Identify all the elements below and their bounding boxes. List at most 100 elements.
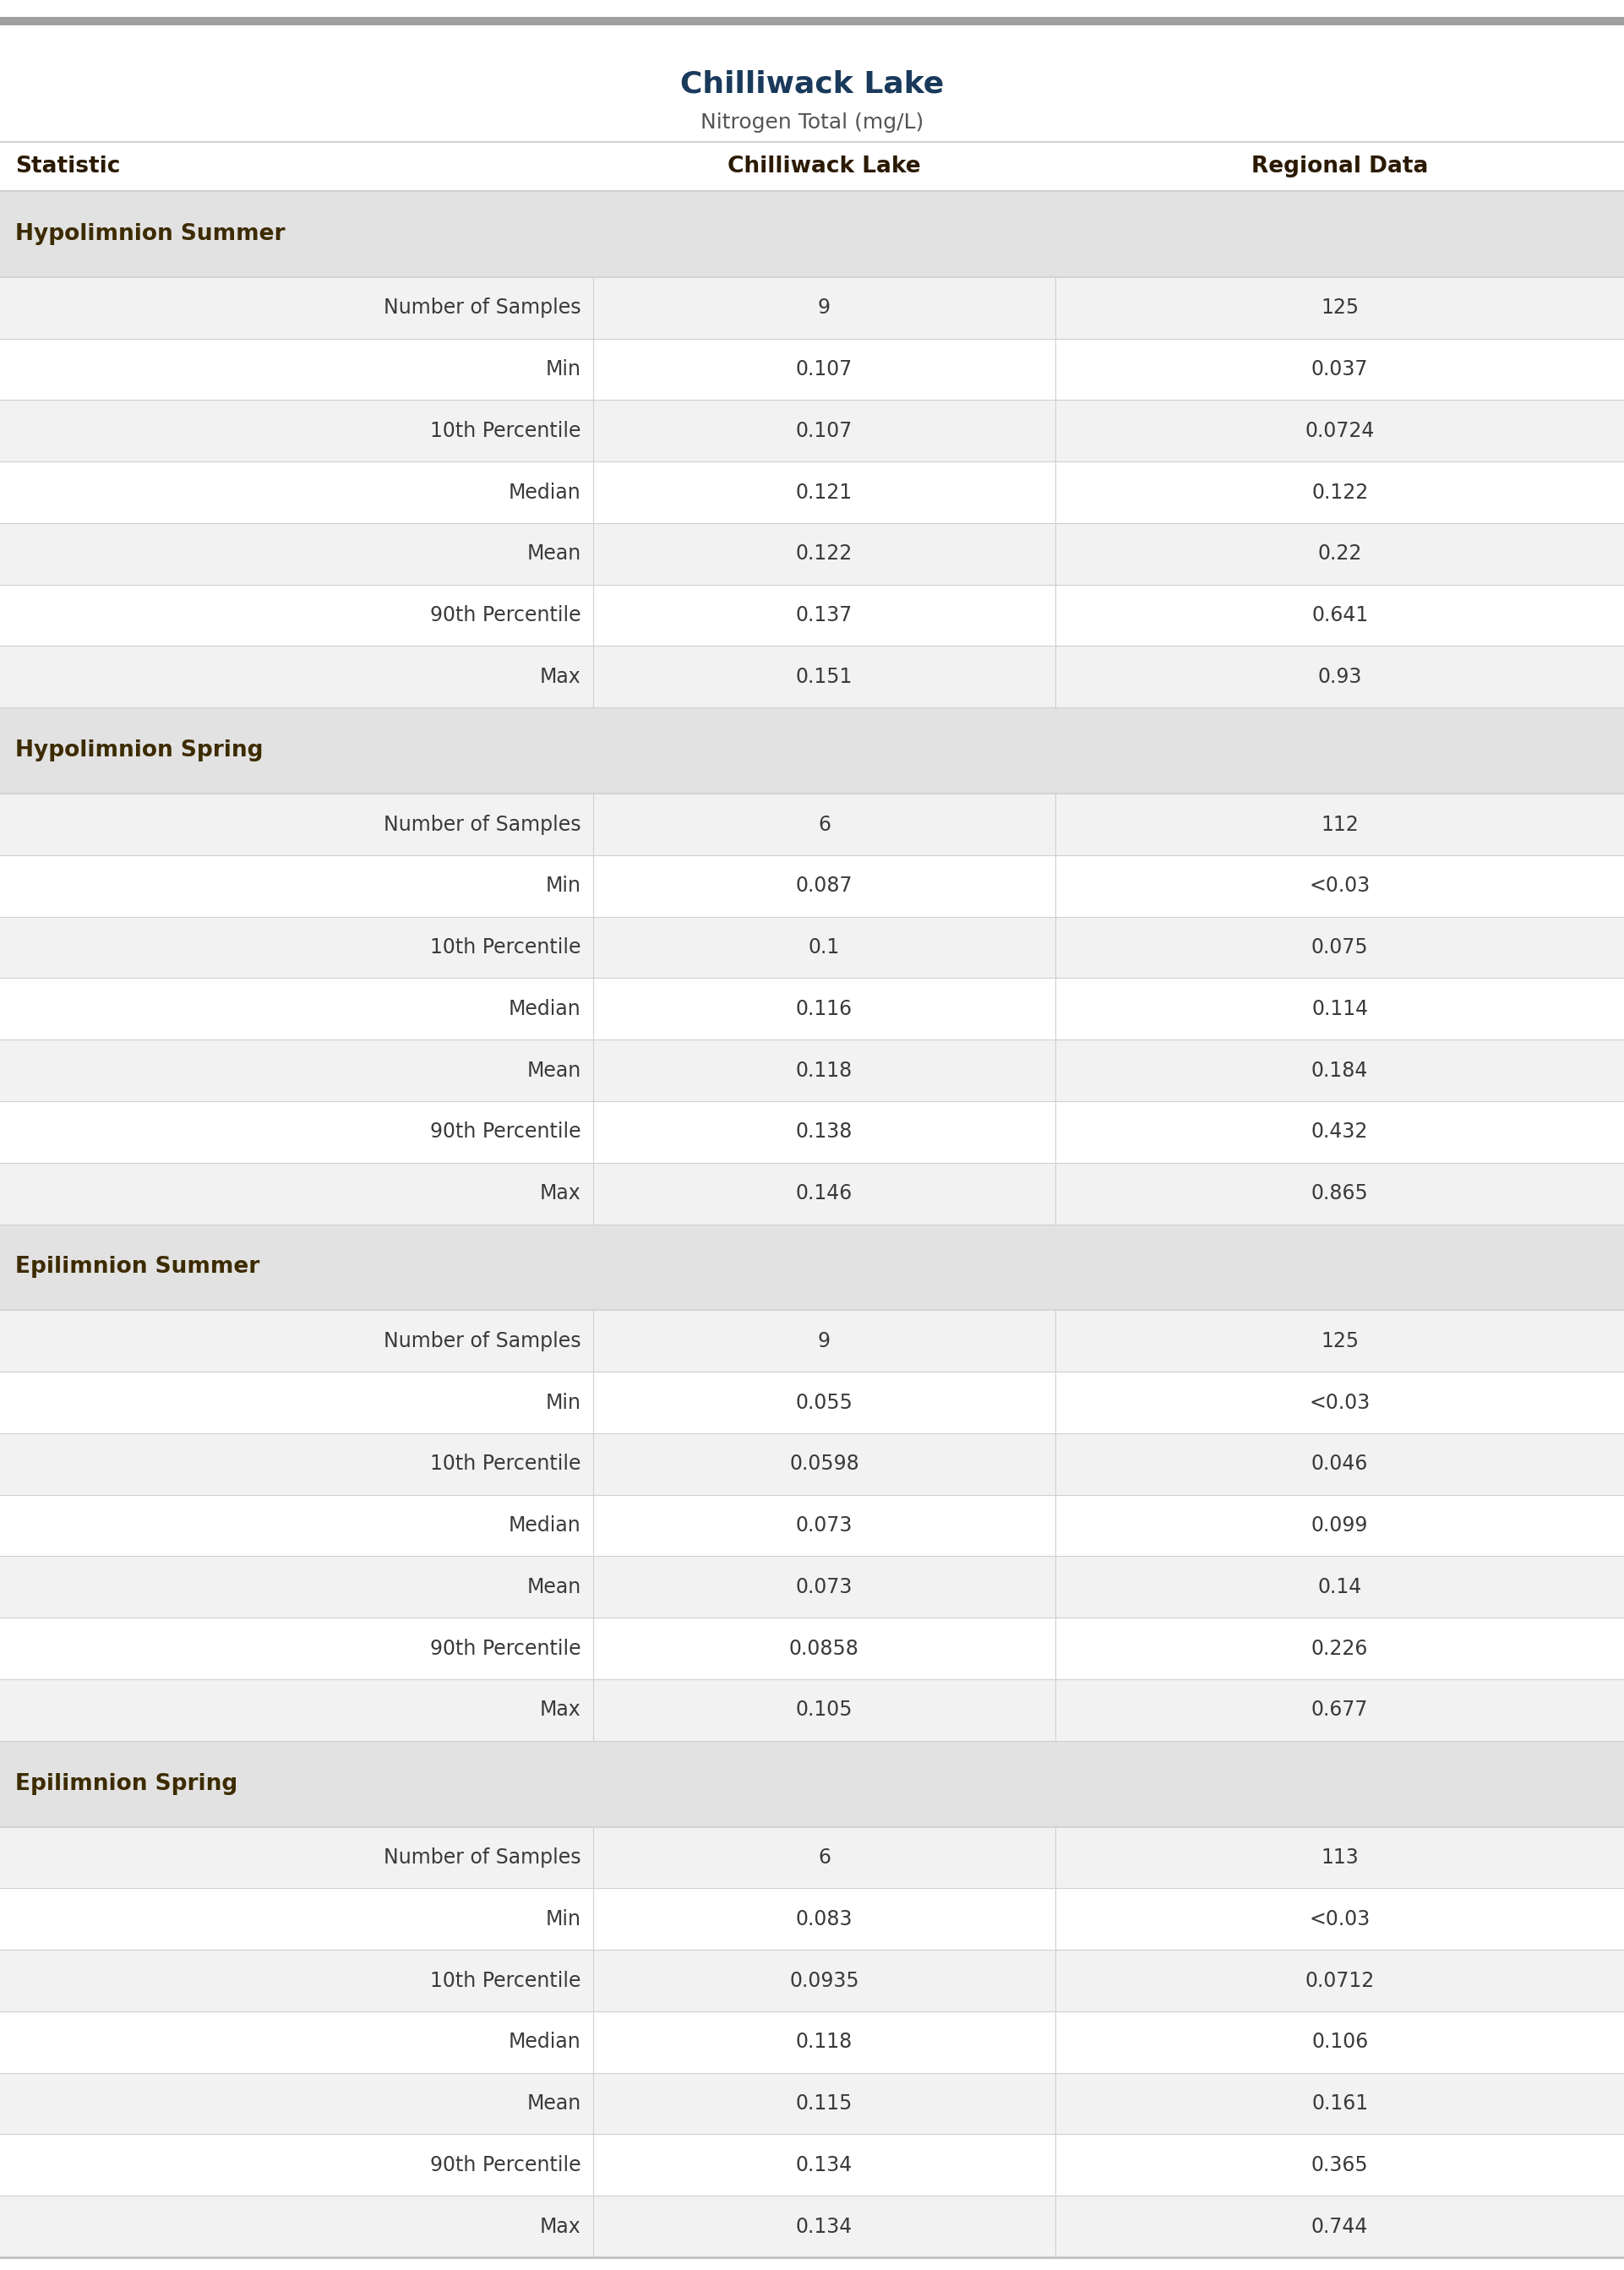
Bar xyxy=(0,16,1624,25)
Text: 112: 112 xyxy=(1320,815,1359,835)
Bar xyxy=(0,1827,1624,1889)
Bar xyxy=(0,2195,1624,2256)
Text: 0.118: 0.118 xyxy=(796,1060,853,1081)
Text: 0.075: 0.075 xyxy=(1311,938,1369,958)
Text: Number of Samples: Number of Samples xyxy=(383,297,581,318)
Bar xyxy=(0,794,1624,856)
Text: 0.1: 0.1 xyxy=(809,938,840,958)
Text: Chilliwack Lake: Chilliwack Lake xyxy=(728,157,921,177)
Text: 10th Percentile: 10th Percentile xyxy=(430,938,581,958)
Text: 0.0858: 0.0858 xyxy=(789,1639,859,1659)
Text: 0.134: 0.134 xyxy=(796,2154,853,2175)
Text: Mean: Mean xyxy=(526,1060,581,1081)
Text: Hypolimnion Summer: Hypolimnion Summer xyxy=(15,222,286,245)
Bar xyxy=(0,461,1624,522)
Text: 0.865: 0.865 xyxy=(1311,1183,1369,1203)
Text: Regional Data: Regional Data xyxy=(1252,157,1427,177)
Text: 6: 6 xyxy=(818,1848,830,1868)
Text: 0.744: 0.744 xyxy=(1311,2216,1369,2236)
Text: 10th Percentile: 10th Percentile xyxy=(430,1453,581,1473)
Text: 90th Percentile: 90th Percentile xyxy=(430,1639,581,1659)
Text: <0.03: <0.03 xyxy=(1309,876,1371,897)
Bar xyxy=(0,1557,1624,1619)
Text: 0.184: 0.184 xyxy=(1311,1060,1369,1081)
Bar xyxy=(0,1162,1624,1224)
Text: Number of Samples: Number of Samples xyxy=(383,815,581,835)
Text: 0.137: 0.137 xyxy=(796,606,853,627)
Text: 0.107: 0.107 xyxy=(796,420,853,440)
Text: Mean: Mean xyxy=(526,2093,581,2113)
Text: 0.22: 0.22 xyxy=(1317,545,1363,563)
Bar xyxy=(0,1889,1624,1950)
Bar xyxy=(0,277,1624,338)
Text: 10th Percentile: 10th Percentile xyxy=(430,1970,581,1991)
Text: Statistic: Statistic xyxy=(15,157,120,177)
Text: 0.641: 0.641 xyxy=(1312,606,1367,627)
Text: <0.03: <0.03 xyxy=(1309,1909,1371,1930)
Bar xyxy=(0,191,1624,277)
Text: 0.115: 0.115 xyxy=(796,2093,853,2113)
Bar xyxy=(0,1224,1624,1310)
Text: Max: Max xyxy=(539,1700,581,1721)
Text: 0.365: 0.365 xyxy=(1311,2154,1369,2175)
Bar xyxy=(0,1432,1624,1494)
Bar xyxy=(0,1101,1624,1162)
Bar xyxy=(0,978,1624,1040)
Text: Epilimnion Summer: Epilimnion Summer xyxy=(15,1255,260,1278)
Bar xyxy=(0,647,1624,708)
Text: 0.073: 0.073 xyxy=(796,1516,853,1535)
Text: 0.0724: 0.0724 xyxy=(1306,420,1374,440)
Text: 9: 9 xyxy=(818,1330,830,1351)
Text: 9: 9 xyxy=(818,297,830,318)
Text: 0.116: 0.116 xyxy=(796,999,853,1019)
Text: 0.14: 0.14 xyxy=(1317,1578,1363,1598)
Bar xyxy=(0,1950,1624,2011)
Text: 0.138: 0.138 xyxy=(796,1121,853,1142)
Bar xyxy=(0,856,1624,917)
Text: 0.121: 0.121 xyxy=(796,481,853,502)
Text: 0.226: 0.226 xyxy=(1311,1639,1369,1659)
Bar xyxy=(0,1310,1624,1371)
Text: 0.151: 0.151 xyxy=(796,667,853,688)
Text: 0.93: 0.93 xyxy=(1317,667,1363,688)
Text: Epilimnion Spring: Epilimnion Spring xyxy=(15,1773,237,1796)
Text: 0.118: 0.118 xyxy=(796,2032,853,2052)
Text: 0.106: 0.106 xyxy=(1312,2032,1367,2052)
Text: Nitrogen Total (mg/L): Nitrogen Total (mg/L) xyxy=(700,114,924,132)
Text: Min: Min xyxy=(546,1392,581,1412)
Text: Mean: Mean xyxy=(526,545,581,563)
Bar xyxy=(0,1741,1624,1827)
Text: 0.146: 0.146 xyxy=(796,1183,853,1203)
Text: Max: Max xyxy=(539,1183,581,1203)
Text: 0.087: 0.087 xyxy=(796,876,853,897)
Text: Min: Min xyxy=(546,359,581,379)
Bar xyxy=(0,1040,1624,1101)
Text: 90th Percentile: 90th Percentile xyxy=(430,1121,581,1142)
Text: Number of Samples: Number of Samples xyxy=(383,1330,581,1351)
Text: 0.122: 0.122 xyxy=(1312,481,1367,502)
Text: Median: Median xyxy=(508,2032,581,2052)
Text: 125: 125 xyxy=(1320,297,1359,318)
Text: Chilliwack Lake: Chilliwack Lake xyxy=(680,70,944,100)
Text: Min: Min xyxy=(546,876,581,897)
Bar xyxy=(0,400,1624,461)
Text: 0.099: 0.099 xyxy=(1311,1516,1369,1535)
Bar xyxy=(0,2011,1624,2073)
Text: 6: 6 xyxy=(818,815,830,835)
Text: Median: Median xyxy=(508,481,581,502)
Text: 0.107: 0.107 xyxy=(796,359,853,379)
Text: 10th Percentile: 10th Percentile xyxy=(430,420,581,440)
Text: Hypolimnion Spring: Hypolimnion Spring xyxy=(15,740,263,763)
Text: 0.0598: 0.0598 xyxy=(789,1453,859,1473)
Text: 0.073: 0.073 xyxy=(796,1578,853,1598)
Text: 0.0935: 0.0935 xyxy=(789,1970,859,1991)
Bar xyxy=(0,338,1624,400)
Text: 125: 125 xyxy=(1320,1330,1359,1351)
Text: Median: Median xyxy=(508,1516,581,1535)
Text: 0.134: 0.134 xyxy=(796,2216,853,2236)
Text: 0.161: 0.161 xyxy=(1312,2093,1367,2113)
Bar xyxy=(0,917,1624,978)
Bar xyxy=(0,708,1624,794)
Text: 90th Percentile: 90th Percentile xyxy=(430,606,581,627)
Text: 0.105: 0.105 xyxy=(796,1700,853,1721)
